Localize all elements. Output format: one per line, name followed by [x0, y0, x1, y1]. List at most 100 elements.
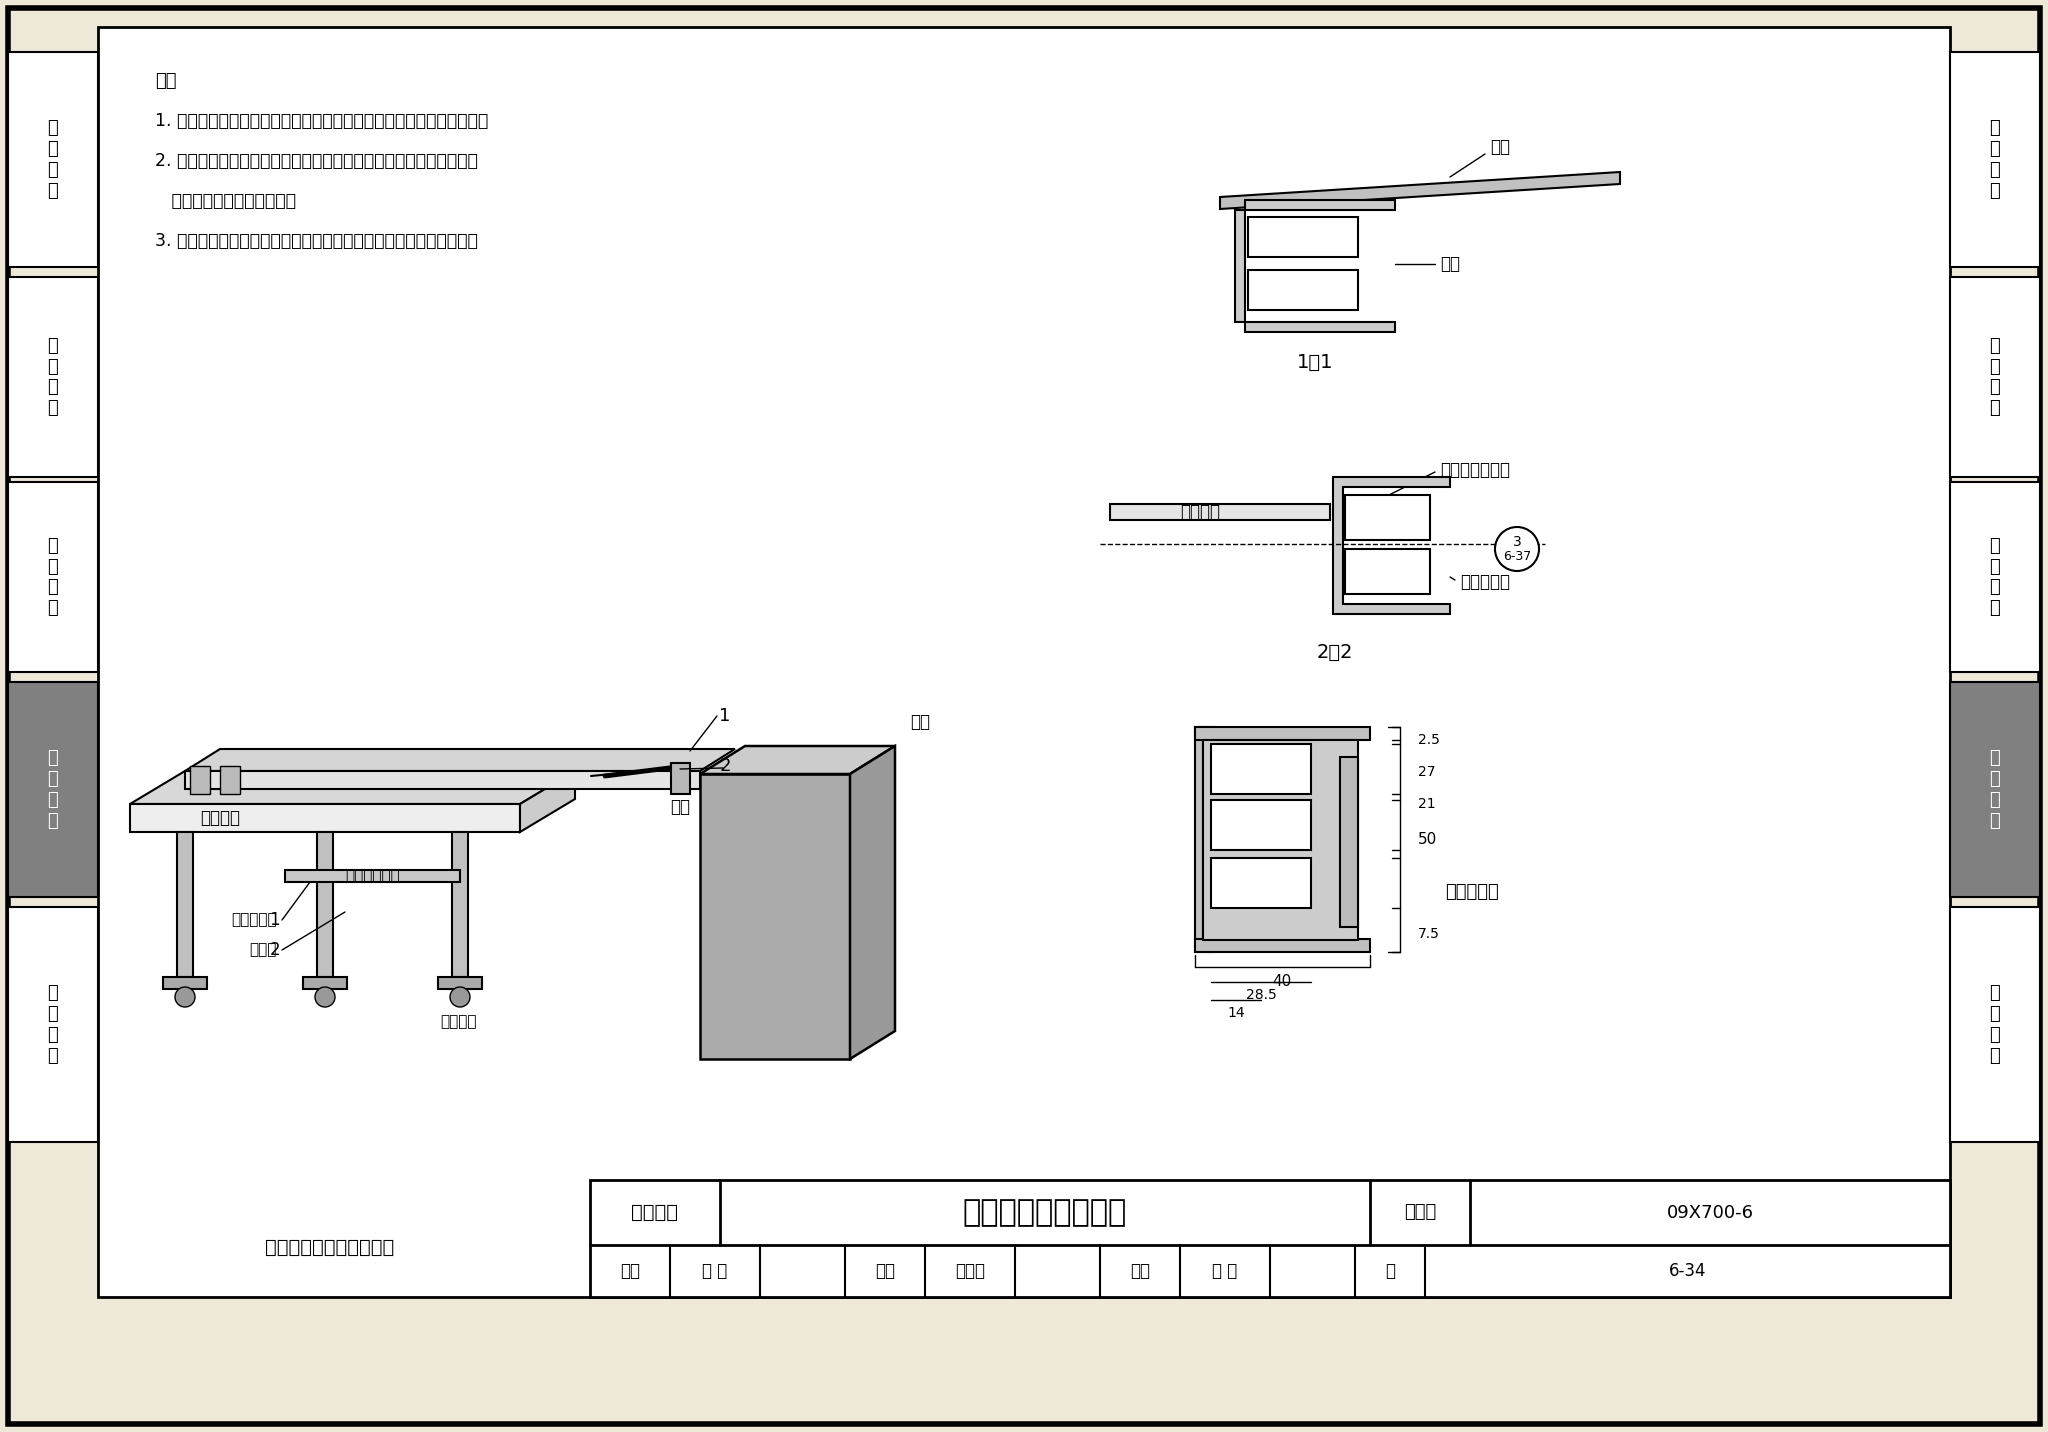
- Text: 活动地板: 活动地板: [1180, 503, 1221, 521]
- Bar: [1346, 495, 1430, 540]
- Text: 防
雷
接
地: 防 雷 接 地: [47, 984, 59, 1065]
- Bar: [1950, 682, 2040, 896]
- Polygon shape: [1333, 477, 1450, 614]
- Bar: [1194, 939, 1370, 952]
- Text: 28.5: 28.5: [1245, 988, 1276, 1002]
- Text: 缆
线
敷
设: 缆 线 敷 设: [1989, 537, 2001, 617]
- Text: 防震架与机架连接示意图: 防震架与机架连接示意图: [266, 1237, 395, 1256]
- Polygon shape: [453, 832, 469, 977]
- Polygon shape: [672, 763, 690, 793]
- Bar: [1950, 906, 2040, 1141]
- Text: 防震架角钢: 防震架角钢: [231, 912, 276, 928]
- Text: 防震架角钢: 防震架角钢: [1460, 573, 1509, 591]
- Bar: [8, 483, 98, 672]
- Bar: [590, 1180, 1950, 1297]
- Circle shape: [174, 987, 195, 1007]
- Polygon shape: [190, 766, 211, 793]
- Text: 膨胀螺栓: 膨胀螺栓: [440, 1014, 477, 1030]
- Text: 道轨: 道轨: [670, 798, 690, 816]
- Text: 1. 防震架用于设备机架的抗震加固，图示通轨由铝合金型材加工制造。: 1. 防震架用于设备机架的抗震加固，图示通轨由铝合金型材加工制造。: [156, 112, 487, 130]
- Polygon shape: [438, 977, 481, 990]
- Polygon shape: [285, 871, 461, 882]
- Text: 孙 兰: 孙 兰: [1212, 1262, 1237, 1280]
- Bar: [1247, 271, 1358, 309]
- Text: 李雪佩: 李雪佩: [954, 1262, 985, 1280]
- Text: 机架: 机架: [1491, 137, 1509, 156]
- Text: 6-34: 6-34: [1669, 1262, 1706, 1280]
- Bar: [1950, 52, 2040, 266]
- Text: 2.5: 2.5: [1417, 733, 1440, 748]
- Text: 缆
线
敷
设: 缆 线 敷 设: [47, 537, 59, 617]
- Polygon shape: [520, 770, 575, 832]
- Circle shape: [1495, 527, 1538, 571]
- Bar: [98, 27, 1950, 1297]
- Polygon shape: [219, 766, 240, 793]
- Text: 机架: 机架: [909, 713, 930, 730]
- Bar: [8, 276, 98, 477]
- Bar: [1210, 858, 1311, 908]
- Bar: [8, 682, 98, 896]
- Text: 图集号: 图集号: [1403, 1203, 1436, 1221]
- Text: 3: 3: [1513, 536, 1522, 548]
- Text: 2: 2: [719, 758, 731, 775]
- Text: 活动地板: 活动地板: [201, 809, 240, 828]
- Text: 2: 2: [270, 941, 281, 959]
- Bar: [1194, 727, 1370, 740]
- Text: 校对: 校对: [874, 1262, 895, 1280]
- Polygon shape: [1235, 200, 1395, 332]
- Text: 设备安装: 设备安装: [631, 1203, 678, 1221]
- Text: 道轨: 道轨: [1440, 255, 1460, 274]
- Polygon shape: [184, 749, 735, 770]
- Bar: [1950, 276, 2040, 477]
- Text: 7.5: 7.5: [1417, 927, 1440, 941]
- Polygon shape: [850, 746, 895, 1060]
- Polygon shape: [317, 832, 334, 977]
- Text: 供
电
电
源: 供 电 电 源: [1989, 337, 2001, 417]
- Text: 设计: 设计: [1130, 1262, 1151, 1280]
- Text: 50: 50: [1417, 832, 1438, 848]
- Polygon shape: [184, 770, 700, 789]
- Bar: [1210, 745, 1311, 793]
- Text: 审核: 审核: [621, 1262, 639, 1280]
- Polygon shape: [1194, 727, 1212, 952]
- Text: 活动地板托架: 活动地板托架: [346, 868, 399, 884]
- Text: 铝合金道轨: 铝合金道轨: [1446, 884, 1499, 901]
- Text: 设
备
安
装: 设 备 安 装: [1989, 749, 2001, 829]
- Bar: [1950, 483, 2040, 672]
- Polygon shape: [700, 746, 895, 775]
- Polygon shape: [1221, 172, 1620, 209]
- Text: 页: 页: [1384, 1262, 1395, 1280]
- Circle shape: [315, 987, 336, 1007]
- Text: 09X700-6: 09X700-6: [1667, 1203, 1753, 1221]
- Text: 21: 21: [1417, 798, 1436, 811]
- Bar: [8, 52, 98, 266]
- Text: 张 宜: 张 宜: [702, 1262, 727, 1280]
- Text: 1－1: 1－1: [1296, 352, 1333, 371]
- Text: 6-37: 6-37: [1503, 550, 1532, 564]
- Bar: [1210, 800, 1311, 851]
- Text: 零部件的选型及安装尺寸。: 零部件的选型及安装尺寸。: [156, 192, 297, 211]
- Polygon shape: [164, 977, 207, 990]
- Polygon shape: [176, 832, 193, 977]
- Polygon shape: [700, 775, 850, 1060]
- Circle shape: [451, 987, 469, 1007]
- Text: 机
房
工
程: 机 房 工 程: [1989, 119, 2001, 199]
- Text: 防震架: 防震架: [250, 942, 276, 958]
- Text: 2－2: 2－2: [1317, 643, 1354, 662]
- Polygon shape: [1110, 504, 1329, 520]
- Polygon shape: [129, 803, 520, 832]
- Bar: [8, 906, 98, 1141]
- Bar: [1346, 548, 1430, 594]
- Text: 供
电
电
源: 供 电 电 源: [47, 337, 59, 417]
- Text: 3. 防震架可以使用角钢和铁板焊接而成，具体尺寸由工程设计确定。: 3. 防震架可以使用角钢和铁板焊接而成，具体尺寸由工程设计确定。: [156, 232, 477, 251]
- Polygon shape: [129, 770, 575, 803]
- Text: 2. 用于其他系统的支架时，由于尺寸不同，工程技术人员应重新核对: 2. 用于其他系统的支架时，由于尺寸不同，工程技术人员应重新核对: [156, 152, 477, 170]
- Text: 机
房
工
程: 机 房 工 程: [47, 119, 59, 199]
- Text: 27: 27: [1417, 765, 1436, 779]
- Text: 设
备
安
装: 设 备 安 装: [47, 749, 59, 829]
- Text: 防震架与机架连接图: 防震架与机架连接图: [963, 1199, 1126, 1227]
- Text: 平行四边形螺母: 平行四边形螺母: [1440, 461, 1509, 478]
- Text: 防
雷
接
地: 防 雷 接 地: [1989, 984, 2001, 1065]
- Polygon shape: [303, 977, 346, 990]
- Text: 1: 1: [270, 911, 281, 929]
